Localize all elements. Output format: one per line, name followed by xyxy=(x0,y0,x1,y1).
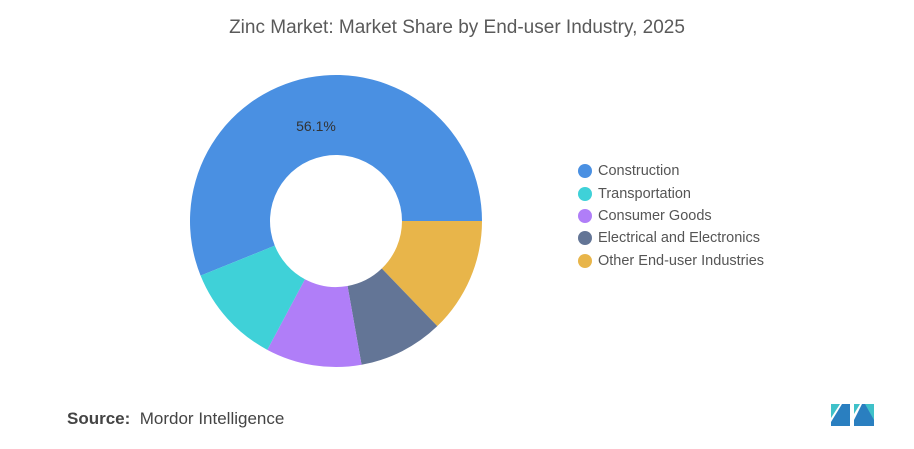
source-note: Source: Mordor Intelligence xyxy=(67,409,284,429)
data-label: 56.1% xyxy=(296,118,336,134)
slice-transportation[interactable] xyxy=(200,245,305,350)
legend-item-construction[interactable]: Construction xyxy=(578,160,764,182)
legend-label: Construction xyxy=(598,163,680,180)
legend-swatch xyxy=(578,164,592,179)
slice-other-end-user-industries[interactable] xyxy=(381,221,482,327)
legend-swatch xyxy=(578,208,592,223)
chart-title: Zinc Market: Market Share by End-user In… xyxy=(229,17,685,38)
mordor-intelligence-logo xyxy=(831,404,874,426)
legend-item-other[interactable]: Other End-user Industries xyxy=(578,250,764,272)
source-label: Source: xyxy=(67,409,131,428)
legend-item-consumer-goods[interactable]: Consumer Goods xyxy=(578,205,764,227)
legend-item-transportation[interactable]: Transportation xyxy=(578,182,764,204)
legend-label: Consumer Goods xyxy=(598,207,712,224)
legend-label: Electrical and Electronics xyxy=(598,230,760,247)
slice-consumer-goods[interactable] xyxy=(267,279,362,367)
slice-construction[interactable] xyxy=(190,75,483,276)
legend: Construction Transportation Consumer Goo… xyxy=(578,160,764,272)
legend-item-electrical[interactable]: Electrical and Electronics xyxy=(578,227,764,249)
slice-electrical-and-electronics[interactable] xyxy=(347,268,438,365)
legend-swatch xyxy=(578,253,592,268)
legend-label: Other End-user Industries xyxy=(598,252,765,269)
donut-chart: 56.1% xyxy=(190,75,483,367)
source-text: Mordor Intelligence xyxy=(139,409,285,428)
legend-swatch xyxy=(578,231,592,246)
legend-label: Transportation xyxy=(598,185,691,202)
legend-swatch xyxy=(578,186,592,201)
